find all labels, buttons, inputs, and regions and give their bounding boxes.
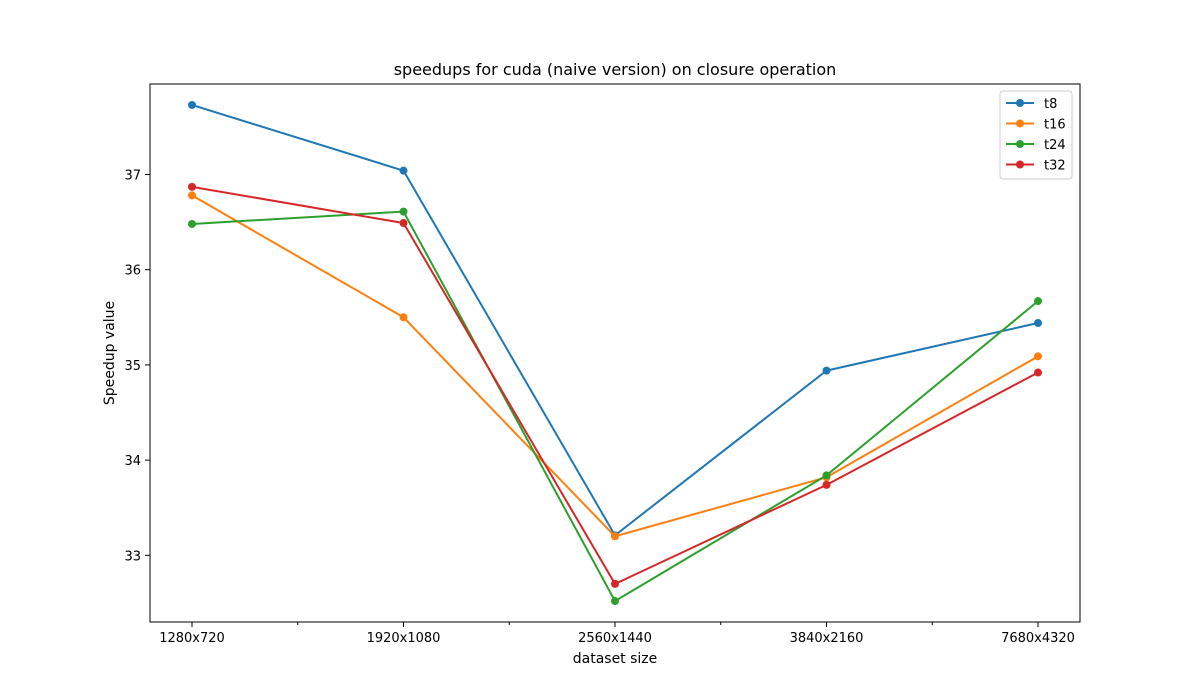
y-tick-label: 36 — [124, 264, 141, 279]
data-point — [1034, 319, 1042, 328]
y-tick-label: 37 — [124, 168, 141, 183]
data-point — [822, 480, 831, 489]
data-point — [188, 100, 196, 109]
data-point — [611, 532, 619, 541]
data-point — [399, 219, 408, 228]
y-axis: 33 34 35 36 37 — [124, 168, 150, 564]
legend-item-t16: t16 — [1006, 118, 1066, 133]
data-point — [188, 182, 196, 191]
y-axis-label: Speedup value — [102, 301, 118, 405]
data-point — [611, 597, 619, 606]
data-point — [822, 471, 831, 480]
x-tick-label: 1280x720 — [159, 631, 225, 646]
x-tick-label: 7680x4320 — [1001, 631, 1075, 646]
y-tick-label: 33 — [124, 549, 141, 564]
data-point — [1034, 297, 1042, 306]
legend-label: t16 — [1044, 118, 1066, 133]
data-point — [1034, 368, 1042, 377]
legend-marker — [1016, 160, 1024, 169]
legend-marker — [1016, 119, 1024, 128]
x-tick-label: 2560x1440 — [578, 631, 652, 646]
x-tick-label: 1920x1080 — [367, 631, 441, 646]
series-t24 — [188, 207, 1042, 606]
data-point — [399, 313, 408, 322]
data-point — [1034, 352, 1042, 361]
chart-title: speedups for cuda (naive version) on clo… — [394, 60, 837, 79]
legend-marker — [1016, 140, 1024, 148]
legend-marker — [1016, 99, 1024, 107]
x-axis: 1280x720 1920x1080 2560x1440 3840x2160 7680x… — [159, 622, 1075, 646]
data-point — [822, 366, 831, 375]
data-point — [188, 191, 196, 200]
data-point — [611, 579, 619, 588]
legend-label: t32 — [1044, 159, 1066, 174]
legend-label: t24 — [1044, 138, 1066, 153]
y-tick-label: 34 — [124, 454, 141, 469]
data-point — [188, 219, 196, 228]
legend-box — [999, 90, 1073, 180]
legend-item-t8: t8 — [1006, 97, 1057, 112]
y-tick-label: 35 — [124, 359, 141, 374]
legend-item-t32: t32 — [1006, 159, 1066, 174]
data-point — [399, 207, 408, 216]
data-point — [399, 166, 408, 175]
x-tick-label: 3840x2160 — [790, 631, 864, 646]
series-t32 — [188, 182, 1042, 588]
legend-item-t24: t24 — [1006, 138, 1066, 153]
legend: t8 t16 t24 t32 — [999, 90, 1073, 180]
x-axis-label: dataset size — [573, 651, 658, 667]
series-layer — [188, 100, 1042, 606]
legend-label: t8 — [1044, 97, 1057, 112]
